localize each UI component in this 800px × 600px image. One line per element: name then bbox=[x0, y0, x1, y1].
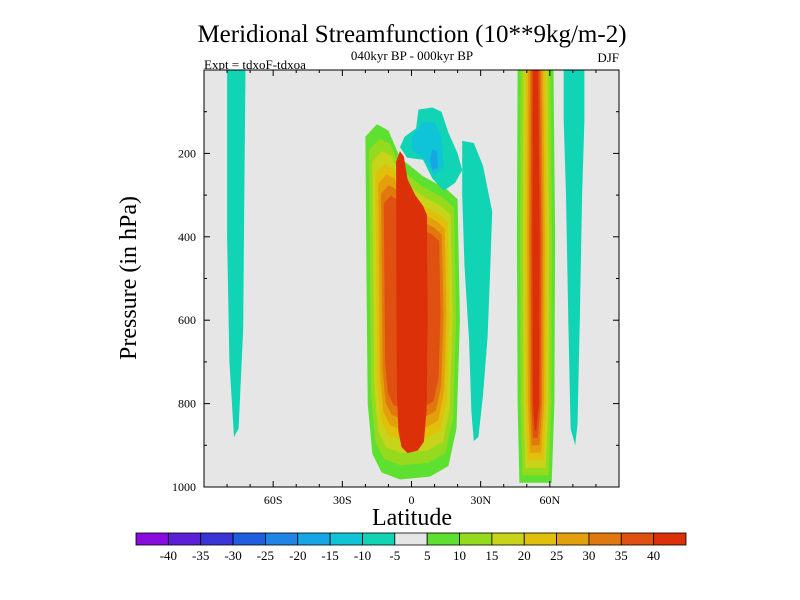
x-tick-label: 30N bbox=[470, 493, 491, 507]
season-label: DJF bbox=[597, 50, 619, 65]
chart-title: Meridional Streamfunction (10**9kg/m-2) bbox=[197, 21, 626, 48]
colorbar-label: 15 bbox=[485, 548, 498, 563]
x-axis-label: Latitude bbox=[372, 505, 452, 531]
colorbar-label: -10 bbox=[354, 548, 371, 563]
experiment-label: Expt = tdxoF-tdxoa bbox=[204, 57, 306, 72]
colorbar-swatch bbox=[362, 532, 396, 546]
contour-tropical-cell bbox=[365, 124, 460, 480]
colorbar-swatch bbox=[394, 532, 428, 546]
contour-upper-negative-cell bbox=[400, 107, 463, 191]
contour-southern-cell bbox=[227, 70, 246, 437]
colorbar-swatch bbox=[297, 532, 331, 546]
colorbar-label: -30 bbox=[224, 548, 241, 563]
x-tick-label: 30S bbox=[333, 493, 352, 507]
colorbar-swatch bbox=[232, 532, 266, 546]
colorbar-label: 25 bbox=[550, 548, 563, 563]
colorbar-swatch bbox=[265, 532, 299, 546]
colorbar-label: 35 bbox=[615, 548, 628, 563]
colorbar: -40 -35 -30 -25 -20 -15 -10 -5 5 10 15 20 25 30 35 40 bbox=[135, 532, 687, 563]
colorbar-swatch bbox=[620, 532, 655, 546]
colorbar-swatch bbox=[588, 532, 622, 546]
colorbar-label: -20 bbox=[289, 548, 306, 563]
tropical-cell-level-7 bbox=[396, 151, 428, 454]
colorbar-swatch bbox=[556, 532, 590, 546]
colorbar-label: 5 bbox=[424, 548, 431, 563]
x-tick-label: 60S bbox=[264, 493, 283, 507]
colorbar-swatch bbox=[653, 532, 687, 546]
colorbar-swatch bbox=[523, 532, 557, 546]
colorbar-swatch bbox=[491, 532, 525, 546]
contour-subtropical-neg-cell bbox=[462, 140, 493, 442]
colorbar-swatch bbox=[329, 532, 363, 546]
plot-frame bbox=[203, 69, 620, 488]
y-tick-label: 600 bbox=[178, 313, 196, 327]
colorbar-swatch bbox=[200, 532, 234, 546]
y-tick-label: 200 bbox=[178, 146, 196, 160]
highlat-neg-cell-level-0 bbox=[563, 70, 585, 446]
colorbar-swatch bbox=[167, 532, 202, 546]
colorbar-label: 40 bbox=[647, 548, 660, 563]
midlat-positive-cell-level-7 bbox=[532, 70, 540, 431]
x-tick-label: 0 bbox=[409, 493, 415, 507]
subtropical-neg-cell-level-0 bbox=[462, 140, 493, 442]
colorbar-label: 20 bbox=[518, 548, 531, 563]
y-tick-label: 1000 bbox=[172, 480, 196, 494]
upper-negative-cell-level-2 bbox=[429, 149, 438, 171]
chart-subtitle: 040kyr BP - 000kyr BP bbox=[351, 48, 473, 63]
contour-midlat-positive-cell bbox=[516, 70, 556, 483]
plot-area: 60S 30S 0 30N 60N 200 400 600 800 1000 bbox=[172, 69, 620, 507]
colorbar-label: -40 bbox=[160, 548, 177, 563]
x-tick-label: 60N bbox=[539, 493, 560, 507]
colorbar-swatch bbox=[426, 532, 460, 546]
colorbar-label: 30 bbox=[582, 548, 595, 563]
southern-cell-level-0 bbox=[227, 70, 246, 437]
colorbar-swatch bbox=[135, 532, 169, 546]
y-tick-label: 800 bbox=[178, 397, 196, 411]
colorbar-label: 10 bbox=[453, 548, 466, 563]
y-axis-label: Pressure (in hPa) bbox=[116, 196, 142, 360]
colorbar-label: -25 bbox=[257, 548, 274, 563]
colorbar-label: -5 bbox=[389, 548, 400, 563]
colorbar-label: -35 bbox=[192, 548, 209, 563]
colorbar-label: -15 bbox=[321, 548, 338, 563]
colorbar-swatch bbox=[459, 532, 493, 546]
contour-highlat-neg-cell bbox=[563, 70, 585, 446]
y-tick-label: 400 bbox=[178, 230, 196, 244]
